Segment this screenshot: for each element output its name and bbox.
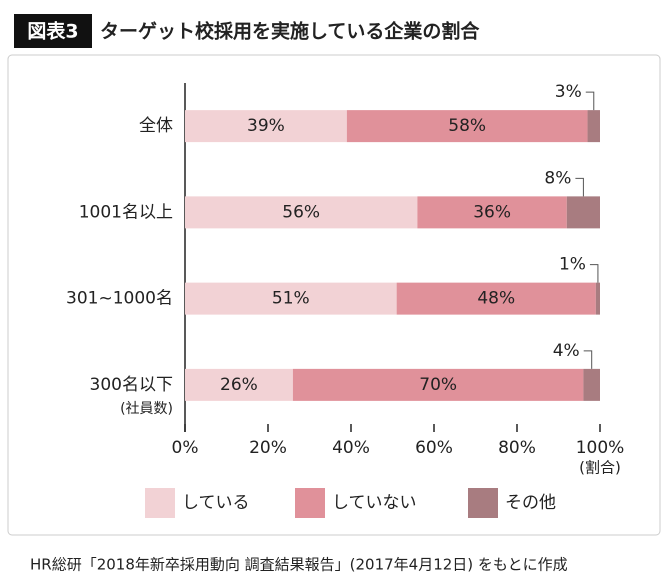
bar [185, 196, 418, 229]
legend-label: していない [332, 493, 417, 513]
value-label: 4% [553, 341, 580, 361]
bar [185, 368, 293, 401]
x-tick-label: 80% [498, 438, 536, 458]
category-note: (社員数) [120, 401, 173, 417]
x-tick-label: 100% [576, 438, 625, 458]
x-tick-label: 20% [249, 438, 287, 458]
leader-line [583, 350, 593, 369]
leader-line [589, 264, 599, 283]
value-label: 1% [559, 255, 586, 275]
y-tick-label: 全体 [139, 116, 173, 136]
legend-label: その他 [505, 493, 556, 513]
bar [185, 110, 347, 143]
bar [566, 196, 600, 229]
y-tick-label: 300名以下 [90, 375, 173, 395]
value-label: 26% [220, 375, 258, 395]
badge: 図表3 [27, 20, 78, 43]
legend-swatch [468, 488, 498, 518]
bar [292, 368, 584, 401]
x-axis-label: (割合) [579, 459, 621, 477]
bar [583, 368, 600, 401]
bar [417, 196, 567, 229]
legend-swatch [295, 488, 325, 518]
value-label: 48% [477, 289, 515, 309]
x-tick-label: 0% [172, 438, 199, 458]
badge-box [14, 14, 92, 48]
legend-label: している [182, 493, 250, 513]
frame [7, 54, 661, 536]
source: HR総研「2018年新卒採用動向 調査結果報告」(2017年4月12日) をもと… [30, 556, 568, 574]
value-label: 51% [272, 289, 310, 309]
value-label: 36% [473, 202, 511, 222]
value-label: 39% [247, 116, 285, 136]
y-tick-label: 301~1000名 [66, 289, 173, 309]
bar [396, 282, 596, 315]
bar [595, 282, 600, 315]
legend-swatch [145, 488, 175, 518]
bar [587, 110, 600, 143]
x-tick-label: 40% [332, 438, 370, 458]
value-label: 58% [448, 116, 486, 136]
chart-title: ターゲット校採用を実施している企業の割合 [100, 20, 480, 43]
bar [185, 282, 397, 315]
value-label: 8% [544, 168, 571, 188]
y-tick-label: 1001名以上 [79, 202, 173, 222]
value-label: 56% [282, 202, 320, 222]
x-tick-label: 60% [415, 438, 453, 458]
leader-line [585, 91, 595, 111]
bar [346, 110, 588, 143]
leader-line [575, 177, 584, 197]
value-label: 3% [555, 82, 582, 102]
value-label: 70% [419, 375, 457, 395]
